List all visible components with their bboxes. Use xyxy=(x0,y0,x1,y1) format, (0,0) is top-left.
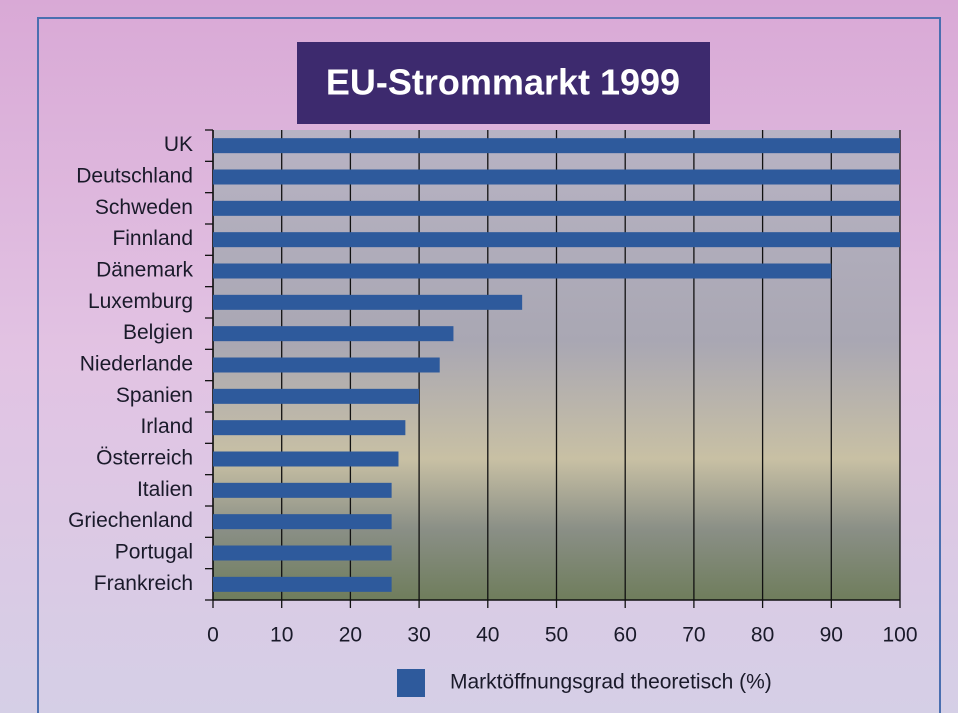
y-tick-label: Österreich xyxy=(96,447,193,470)
y-tick-label: Frankreich xyxy=(94,572,193,595)
bar xyxy=(213,264,831,279)
bar xyxy=(213,546,392,561)
bar xyxy=(213,138,900,153)
bar xyxy=(213,514,392,529)
y-tick-label: Deutschland xyxy=(76,165,193,188)
y-tick-label: Spanien xyxy=(116,384,193,407)
legend-label: Marktöffnungsgrad theoretisch (%) xyxy=(450,671,772,694)
x-tick-label: 80 xyxy=(751,624,774,647)
x-tick-label: 20 xyxy=(339,624,362,647)
y-tick-label: Luxemburg xyxy=(88,290,193,313)
bar xyxy=(213,577,392,592)
bar xyxy=(213,295,522,310)
y-tick-label: Dänemark xyxy=(96,259,193,282)
bar xyxy=(213,326,453,341)
bar xyxy=(213,389,419,404)
bar xyxy=(213,358,440,373)
y-tick-label: Niederlande xyxy=(80,353,193,376)
x-tick-label: 100 xyxy=(882,624,917,647)
x-tick-label: 60 xyxy=(614,624,637,647)
bar xyxy=(213,420,405,435)
x-tick-label: 50 xyxy=(545,624,568,647)
bar xyxy=(213,483,392,498)
chart: EU-Strommarkt 1999 0 10 20 30 40 50 60 70 80 90 10… xyxy=(0,0,958,713)
x-tick-label: 90 xyxy=(820,624,843,647)
y-tick-label: UK xyxy=(164,133,193,156)
y-tick-label: Irland xyxy=(140,415,193,438)
bar xyxy=(213,232,900,247)
bar xyxy=(213,201,900,216)
y-tick-label: Belgien xyxy=(123,321,193,344)
x-tick-label: 0 xyxy=(207,624,219,647)
y-tick-label: Italien xyxy=(137,478,193,501)
x-tick-label: 30 xyxy=(407,624,430,647)
x-tick-label: 40 xyxy=(476,624,499,647)
x-tick-label: 10 xyxy=(270,624,293,647)
bar xyxy=(213,170,900,185)
y-tick-label: Griechenland xyxy=(68,509,193,532)
y-tick-label: Finnland xyxy=(112,227,193,250)
legend-swatch xyxy=(397,669,425,697)
x-tick-label: 70 xyxy=(682,624,705,647)
bar xyxy=(213,452,398,467)
chart-title: EU-Strommarkt 1999 xyxy=(326,62,680,103)
y-tick-label: Schweden xyxy=(95,196,193,219)
y-tick-label: Portugal xyxy=(115,541,193,564)
